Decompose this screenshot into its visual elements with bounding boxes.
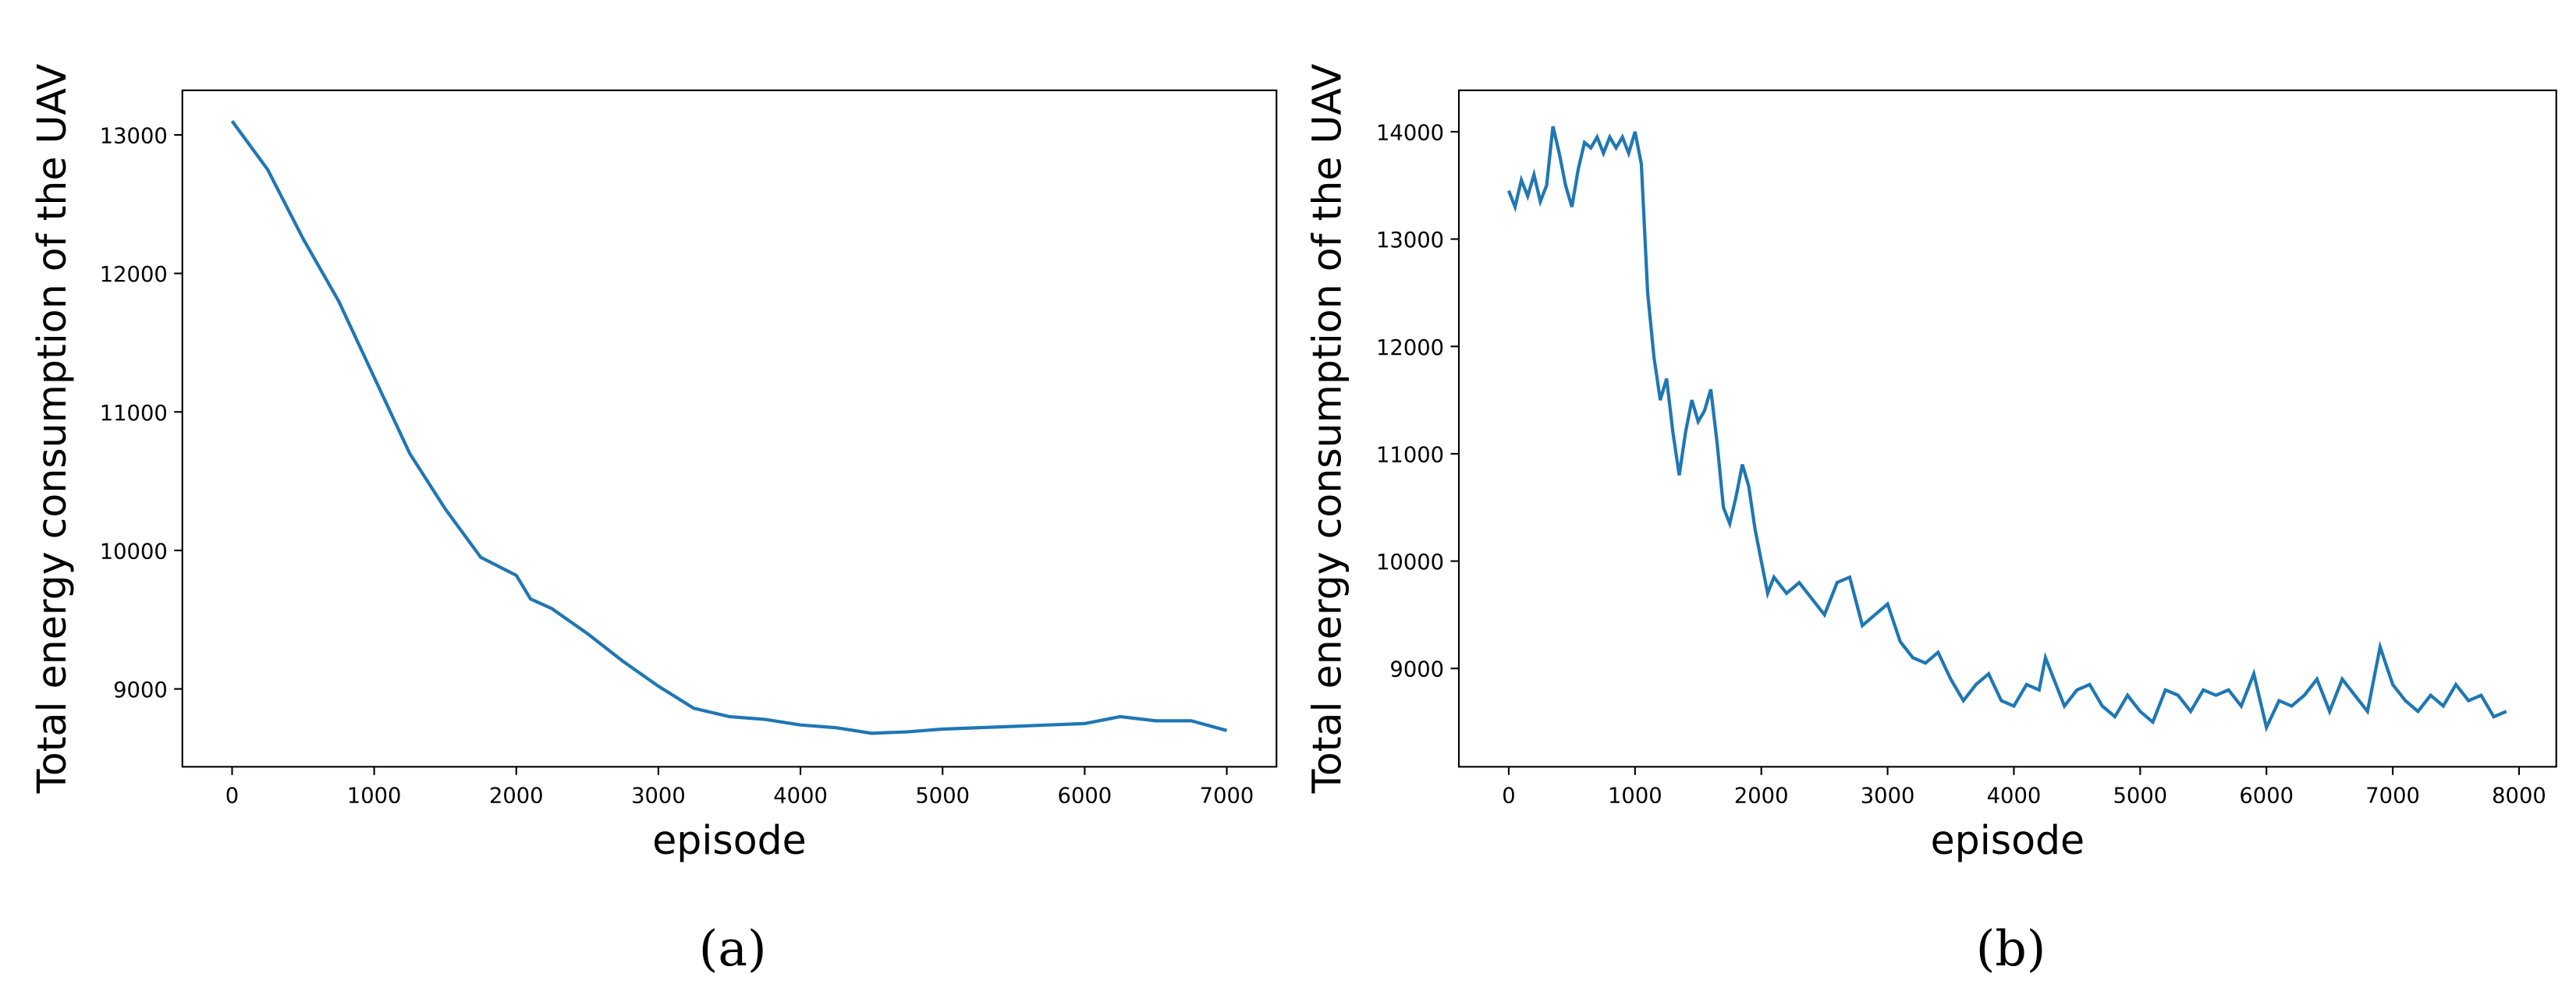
x-tick-label: 7000 [2365, 784, 2420, 809]
x-tick-label: 2000 [1734, 784, 1789, 809]
y-axis-label: Total energy consumption of the UAV [1304, 63, 1350, 794]
data-line [230, 120, 1228, 735]
x-tick-label: 1000 [347, 784, 402, 809]
x-tick-label: 8000 [2492, 784, 2546, 809]
x-axis-label: episode [1931, 817, 2085, 863]
y-tick-label: 10000 [1376, 551, 1444, 575]
y-tick-label: 14000 [1376, 121, 1444, 145]
y-tick-label: 9000 [113, 678, 168, 703]
data-line [1506, 126, 2507, 733]
y-axis-label: Total energy consumption of the UAV [29, 63, 75, 794]
x-tick-label: 1000 [1608, 784, 1662, 809]
panel-label: (b) [1976, 919, 2046, 977]
x-tick-label: 5000 [2113, 784, 2168, 809]
y-tick-label: 13000 [100, 125, 168, 149]
y-tick-label: 13000 [1376, 228, 1444, 253]
x-axis-label: episode [652, 817, 807, 863]
x-tick-label: 0 [1502, 784, 1515, 809]
y-tick-label: 12000 [1376, 336, 1444, 360]
axes-frame [1457, 89, 2557, 768]
x-tick-label: 7000 [1200, 784, 1254, 809]
y-tick-label: 11000 [1376, 443, 1444, 467]
y-tick-label: 11000 [100, 402, 168, 426]
panel-label: (a) [699, 919, 767, 977]
x-tick-label: 2000 [489, 784, 544, 809]
x-tick-label: 4000 [1987, 784, 2042, 809]
y-tick-label: 12000 [100, 263, 168, 287]
x-tick-label: 3000 [1861, 784, 1915, 809]
x-tick-label: 4000 [773, 784, 828, 809]
y-tick-label: 10000 [100, 540, 168, 564]
y-tick-label: 9000 [1389, 658, 1444, 682]
axes-frame [181, 89, 1278, 768]
x-tick-label: 0 [225, 784, 239, 809]
x-tick-label: 5000 [915, 784, 970, 809]
x-tick-label: 6000 [1058, 784, 1112, 809]
x-tick-label: 6000 [2239, 784, 2294, 809]
x-tick-label: 3000 [631, 784, 686, 809]
